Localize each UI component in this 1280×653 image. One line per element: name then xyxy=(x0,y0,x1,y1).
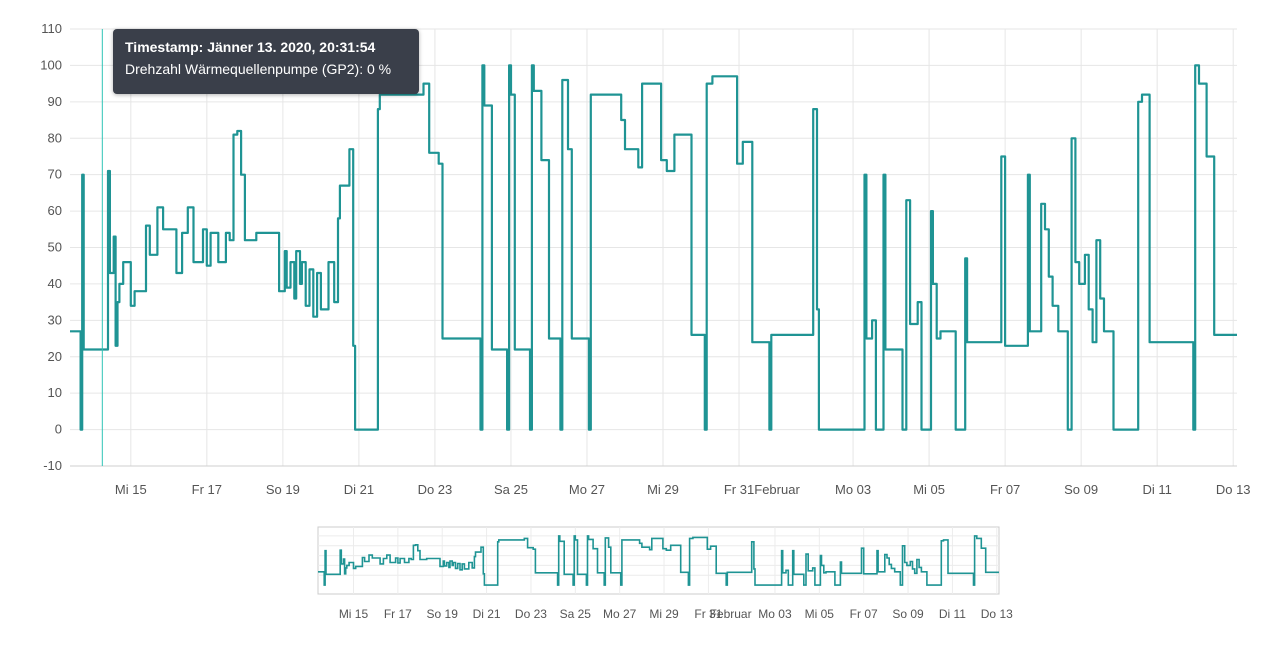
main-y-axis: -10 0 10 20 30 40 50 60 70 80 90 100 110 xyxy=(40,21,62,473)
navigator-x-axis: Mi 15 Fr 17 So 19 Di 21 Do 23 Sa 25 Mo 27 Mi 29… xyxy=(339,607,1013,621)
x-tick-label: Mi 29 xyxy=(647,482,679,497)
x-tick-label: Mi 15 xyxy=(115,482,147,497)
y-tick-label: 70 xyxy=(48,167,62,182)
navigator-frame xyxy=(317,526,1000,595)
x-tick-label: Fr 07 xyxy=(990,482,1020,497)
tooltip-series-label: Drehzahl Wärmequellenpumpe (GP2): xyxy=(125,61,364,77)
navigator-tick-label: Mi 29 xyxy=(649,607,679,621)
navigator-series-group xyxy=(318,535,999,586)
x-tick-label: Mo 03 xyxy=(835,482,871,497)
y-tick-label: 0 xyxy=(55,422,62,437)
x-tick-label: Do 13 xyxy=(1216,482,1251,497)
x-tick-label: So 09 xyxy=(1064,482,1098,497)
navigator-border xyxy=(317,526,1000,595)
tooltip-value: 0 % xyxy=(367,61,392,77)
y-tick-label: 60 xyxy=(48,203,62,218)
navigator-tick-label: Mi 05 xyxy=(805,607,835,621)
main-grid xyxy=(70,28,1237,467)
y-tick-label: 90 xyxy=(48,94,62,109)
y-tick-label: 10 xyxy=(48,385,62,400)
x-tick-label: Mi 05 xyxy=(913,482,945,497)
x-tick-label: Februar xyxy=(754,482,800,497)
y-tick-label: 30 xyxy=(48,312,62,327)
navigator-tick-label: Mi 15 xyxy=(339,607,369,621)
tooltip-row: Drehzahl Wärmequellenpumpe (GP2): 0 % xyxy=(125,61,407,77)
navigator-tick-label: Sa 25 xyxy=(560,607,592,621)
y-tick-label: 100 xyxy=(40,57,62,72)
x-tick-label: Fr 17 xyxy=(192,482,222,497)
navigator-series-line xyxy=(318,535,999,586)
x-tick-label: Di 11 xyxy=(1142,482,1171,497)
y-tick-label: 80 xyxy=(48,130,62,145)
y-tick-label: -10 xyxy=(43,458,62,473)
x-tick-label: Do 23 xyxy=(418,482,453,497)
navigator-tick-label: Mo 03 xyxy=(758,607,792,621)
navigator-tick-label: Fr 31 xyxy=(694,607,722,621)
navigator-tick-label: Do 13 xyxy=(981,607,1013,621)
x-tick-label: Di 21 xyxy=(344,482,374,497)
navigator-tick-label: So 09 xyxy=(892,607,924,621)
main-series-group xyxy=(70,64,1237,431)
navigator-tick-label: Fr 07 xyxy=(850,607,878,621)
y-tick-label: 20 xyxy=(48,349,62,364)
y-tick-label: 50 xyxy=(48,240,62,255)
navigator-tick-label: So 19 xyxy=(427,607,459,621)
y-tick-label: 110 xyxy=(41,21,62,36)
navigator-tick-label: Do 23 xyxy=(515,607,547,621)
x-tick-label: Fr 31 xyxy=(724,482,754,497)
hover-tooltip: Timestamp: Jänner 13. 2020, 20:31:54 Dre… xyxy=(113,29,419,94)
x-tick-label: Mo 27 xyxy=(569,482,605,497)
navigator-tick-label: Fr 17 xyxy=(384,607,412,621)
main-x-axis: Mi 15 Fr 17 So 19 Di 21 Do 23 Sa 25 Mo 27 Mi 29… xyxy=(70,465,1251,497)
series-line-gp2 xyxy=(70,64,1237,431)
tooltip-title: Timestamp: Jänner 13. 2020, 20:31:54 xyxy=(125,39,376,55)
navigator-tick-label: Di 21 xyxy=(473,607,501,621)
x-tick-label: Sa 25 xyxy=(494,482,528,497)
x-tick-label: So 19 xyxy=(266,482,300,497)
y-tick-label: 40 xyxy=(48,276,62,291)
navigator-tick-label: Februar xyxy=(710,607,752,621)
navigator-tick-label: Di 11 xyxy=(939,607,966,621)
navigator-tick-label: Mo 27 xyxy=(603,607,637,621)
